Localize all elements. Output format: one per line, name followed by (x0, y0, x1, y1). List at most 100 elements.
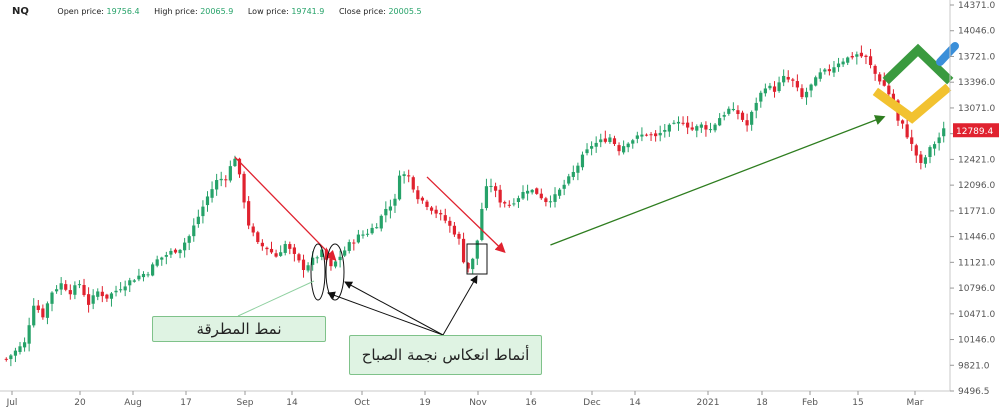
candle-body (114, 290, 118, 293)
candle-body (461, 238, 466, 263)
candle-body (173, 249, 178, 253)
open-value: 19756.4 (106, 7, 140, 16)
hammer-pattern-label: نمط المطرقة (152, 316, 326, 342)
candle-body (699, 124, 703, 128)
candle-body (667, 124, 671, 132)
candle-body (13, 350, 18, 356)
candle-body (553, 194, 557, 202)
candle-body (754, 102, 758, 111)
hammer-pattern-text: نمط المطرقة (196, 320, 282, 338)
candle-body (576, 165, 580, 173)
candle-body (18, 346, 22, 352)
candle-body (224, 179, 228, 181)
morning-star-pattern-label: أنماط انعكاس نجمة الصباح (349, 335, 542, 375)
candle-body (804, 91, 809, 98)
candle-body (32, 305, 36, 326)
candle-body (251, 226, 255, 233)
candle-body (480, 208, 484, 240)
candle-body (827, 69, 831, 72)
x-tick-label: Mar (907, 398, 924, 408)
candle-body (306, 265, 310, 271)
candle-body (567, 176, 571, 184)
candle-body (704, 125, 708, 130)
candle-body (516, 198, 521, 203)
low-value: 19741.9 (291, 7, 325, 16)
candle-body (343, 250, 347, 256)
candle-body (914, 145, 918, 156)
y-tick-label: 11446.0 (958, 233, 995, 243)
candle-body (169, 250, 173, 255)
candle-body (434, 209, 438, 214)
candle-body (937, 137, 941, 144)
candle-body (708, 129, 713, 131)
current-price-badge (953, 123, 999, 138)
candle-body (887, 85, 891, 95)
downtrend-arrow-1 (234, 156, 337, 261)
candle-body (388, 206, 393, 211)
candle-body (315, 257, 319, 259)
candle-body (379, 215, 383, 229)
candle-body (219, 178, 223, 181)
candle-body (192, 225, 196, 237)
candle-body (45, 303, 50, 318)
candle-body (96, 291, 100, 297)
candle-body (681, 122, 685, 124)
candle-body (649, 134, 653, 136)
candle-body (123, 286, 127, 291)
candle-body (333, 261, 338, 267)
symbol-label: NQ (12, 6, 29, 17)
x-tick-label: 17 (180, 398, 191, 408)
candle-body (599, 139, 603, 143)
candle-body (919, 154, 923, 163)
candle-body (521, 192, 525, 199)
candle-body (580, 154, 585, 168)
y-tick-label: 12096.0 (958, 181, 995, 191)
candle-body (425, 201, 429, 207)
candle-body (562, 184, 566, 189)
candle-body (178, 249, 182, 254)
candle-body (201, 206, 205, 217)
candle-body (873, 65, 877, 74)
open-label: Open price: (57, 7, 104, 16)
candle-body (288, 244, 292, 249)
candle-body (443, 215, 447, 221)
candle-body (210, 189, 214, 198)
y-tick-label: 10146.0 (958, 336, 995, 346)
x-tick-label: 18 (756, 398, 768, 408)
candle-body (713, 124, 717, 131)
candle-body (836, 63, 841, 68)
candle-body (54, 289, 59, 292)
candle-body (690, 127, 694, 130)
candle-body (617, 145, 621, 152)
x-tick-label: 14 (629, 398, 641, 408)
candle-body (814, 77, 818, 86)
candle-body (763, 88, 767, 94)
candle-body (439, 213, 443, 215)
candle-body (338, 256, 342, 261)
x-tick-label: Feb (802, 398, 818, 408)
candle-body (795, 81, 799, 88)
candle-body (196, 216, 200, 225)
candle-body (923, 157, 928, 164)
candle-body (859, 52, 864, 57)
candle-body (786, 76, 790, 80)
x-tick-label: 20 (74, 398, 86, 408)
candle-body (727, 108, 731, 114)
candle-body (237, 158, 242, 175)
y-tick-label: 13396.0 (958, 78, 995, 88)
candle-body (128, 280, 132, 286)
candle-body (187, 236, 191, 243)
candles-layer (4, 45, 946, 367)
candle-body (590, 146, 594, 149)
candle-body (146, 274, 150, 276)
candle-body (846, 57, 850, 63)
x-tick-label: 15 (852, 398, 863, 408)
high-label: High price: (154, 7, 198, 16)
candle-body (932, 144, 937, 149)
candle-body (73, 285, 77, 295)
candle-body (50, 292, 54, 304)
candle-body (745, 120, 749, 126)
candle-body (397, 175, 402, 200)
